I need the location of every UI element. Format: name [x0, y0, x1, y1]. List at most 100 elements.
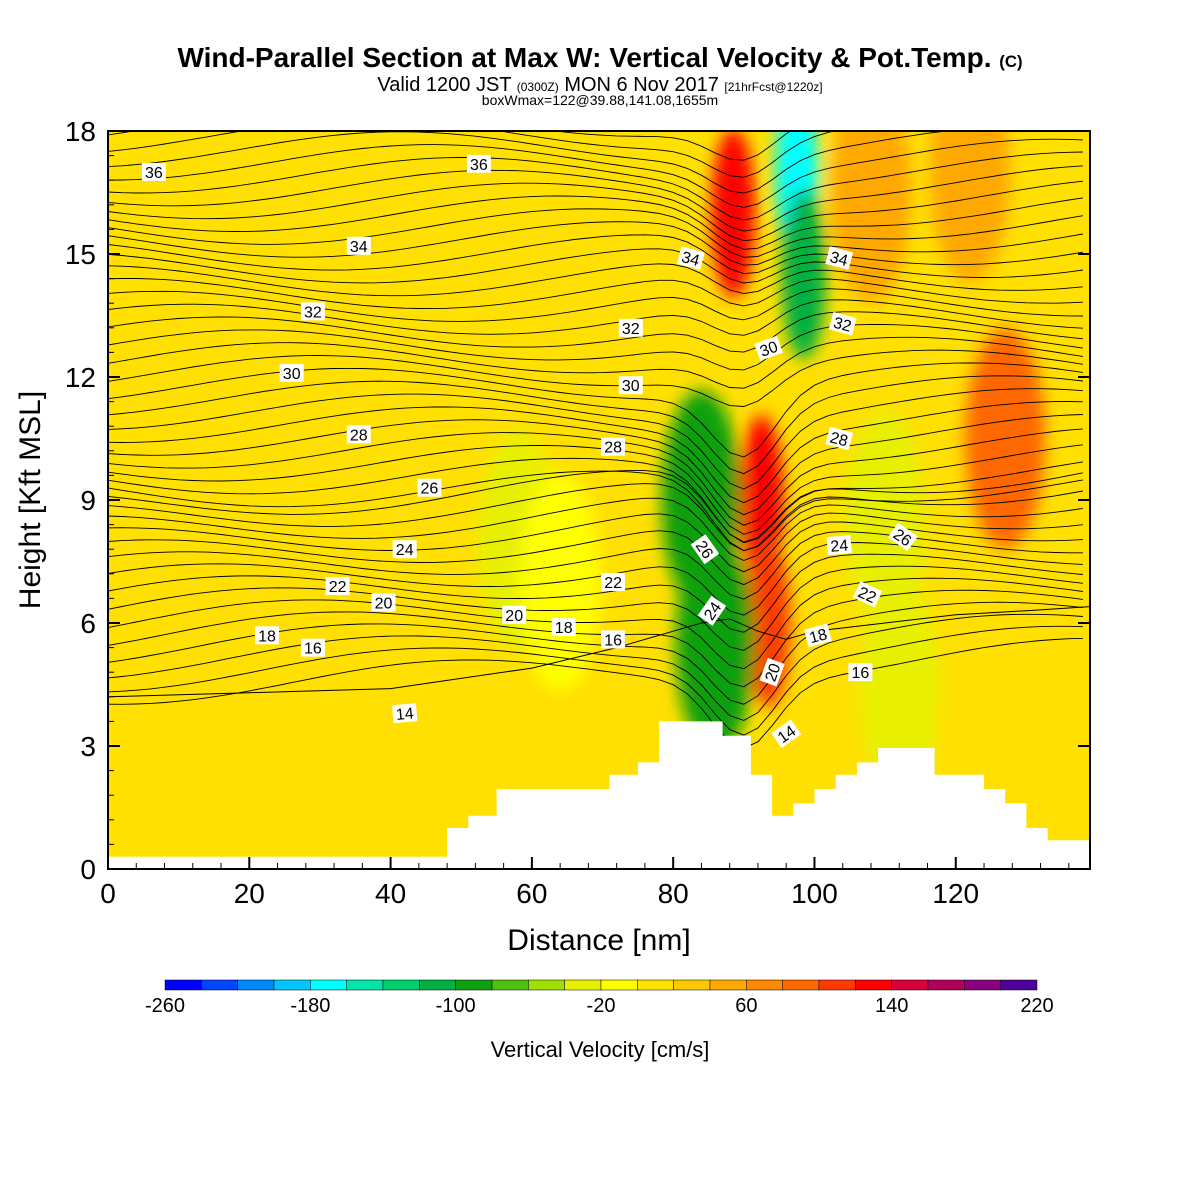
contour-label-bg [826, 535, 852, 556]
contour-label-bg [391, 703, 418, 724]
x-axis: 0 20 40 60 80 100 120 [100, 857, 1070, 909]
colorbar-swatch [201, 979, 238, 991]
theta-contour-line [108, 131, 837, 178]
velocity-feature [831, 131, 911, 303]
theta-contour-line [108, 542, 1083, 616]
velocity-feature [781, 189, 826, 360]
contour-label-text: 32 [304, 304, 322, 321]
contour-label-text: 22 [604, 575, 622, 592]
contour-label-bg [279, 363, 304, 382]
theta-contour-line [108, 349, 1083, 407]
velocity-feature [845, 410, 926, 631]
contour-label-text: 16 [852, 665, 870, 682]
contour-label-text: 36 [470, 157, 488, 174]
theta-contour-line [108, 637, 1083, 749]
contour-label-bg [417, 478, 442, 497]
contour-label: 28 [825, 426, 854, 450]
contour-label: 22 [601, 573, 626, 592]
theta-contours [108, 131, 1090, 749]
colorbar-swatch [891, 979, 929, 991]
contour-label-text: 32 [622, 321, 640, 338]
velocity-feature [859, 574, 940, 795]
contour-label: 18 [804, 623, 832, 648]
theta-contour-line [108, 414, 1083, 516]
theta-contour-line [108, 323, 1083, 371]
contour-label-text: 30 [758, 339, 781, 361]
contour-label: 32 [618, 318, 643, 338]
contour-label: 30 [754, 335, 783, 361]
y-tick-label: 12 [65, 362, 96, 393]
contour-label-bg [825, 246, 854, 270]
colorbar-swatch [709, 979, 747, 991]
contour-label: 16 [601, 630, 626, 649]
contour-label: 18 [255, 626, 279, 645]
contour-label-text: 14 [395, 705, 414, 723]
contour-label-text: 28 [828, 429, 850, 450]
colorbar-swatch [491, 979, 529, 991]
colorbar-swatch [382, 979, 420, 991]
contour-label-bg [848, 663, 873, 682]
x-tick-label: 100 [791, 878, 838, 909]
theta-contour-line [108, 565, 1083, 651]
contour-label-text: 22 [329, 579, 347, 596]
contour-label-text: 18 [555, 620, 573, 637]
colorbar-swatch [564, 979, 602, 991]
theta-contour-line [108, 589, 1083, 688]
contour-label-bg [852, 581, 883, 608]
contour-label-bg [618, 318, 643, 337]
theta-contour-line [108, 428, 1083, 526]
contour-label: 26 [417, 478, 442, 498]
x-tick-label: 20 [234, 878, 265, 909]
chart-subtitle: Valid 1200 JST (0300Z) MON 6 Nov 2017 [2… [0, 74, 1200, 97]
theta-contour-line [108, 180, 1083, 242]
contour-label-text: 36 [145, 165, 163, 182]
theta-contour-line [108, 577, 1083, 670]
y-tick-label: 0 [80, 854, 96, 885]
theta-contour-line [108, 457, 1083, 544]
contour-label-bg [804, 623, 832, 648]
colorbar-tick-label: 220 [1020, 995, 1053, 1017]
x-tick-label: 120 [932, 878, 979, 909]
contour-label-text: 20 [762, 661, 784, 684]
contour-label-bg [551, 618, 576, 637]
theta-contour-line [108, 531, 1083, 600]
velocity-feature [675, 533, 756, 754]
colorbar-swatch [237, 979, 275, 991]
x-tick-label: 0 [100, 878, 116, 909]
colorbar-swatch [346, 979, 384, 991]
contour-label-bg [346, 425, 371, 444]
theta-contour-line [108, 311, 1083, 353]
contour-label: 36 [466, 154, 491, 174]
contour-label: 14 [391, 703, 418, 724]
theta-contour-line [108, 151, 1083, 221]
contour-label-bg [759, 657, 785, 687]
colorbar-swatch [419, 979, 456, 991]
contour-label: 34 [825, 246, 854, 270]
theta-contour-line [108, 444, 1083, 535]
theta-contour-line [108, 483, 1083, 552]
contour-label-bg [601, 630, 626, 649]
theta-contour-line [108, 221, 1083, 266]
valid-date: MON 6 Nov 2017 [564, 74, 719, 96]
colorbar-swatch [600, 979, 638, 991]
colorbar-swatch [455, 979, 493, 991]
theta-contour-line [108, 375, 1083, 475]
contour-label-bg [697, 595, 727, 626]
contour-label-bg [466, 154, 491, 173]
contour-label-bg [754, 335, 783, 361]
contour-label: 32 [300, 302, 325, 321]
theta-contour-line [108, 248, 1083, 284]
contour-label-text: 30 [622, 378, 640, 395]
colorbar-swatch [782, 979, 820, 991]
contour-label-text: 30 [283, 366, 301, 383]
y-tick-label: 9 [80, 485, 96, 516]
theta-contour-line [108, 234, 1083, 275]
contour-label: 22 [852, 581, 883, 608]
valid-time: Valid 1200 JST [377, 74, 512, 96]
theta-contour-line [108, 469, 1083, 543]
x-tick-label: 40 [375, 878, 406, 909]
contour-label: 20 [371, 593, 396, 613]
contour-label-bg [828, 311, 857, 336]
